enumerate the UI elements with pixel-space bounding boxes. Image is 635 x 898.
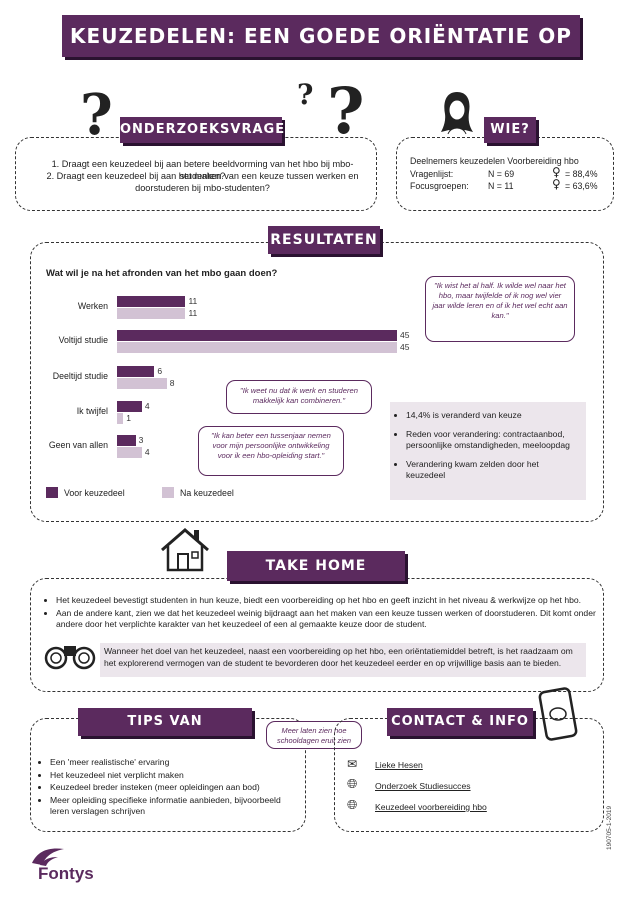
wie-heading: WIE?: [484, 117, 536, 143]
tip-item: Het keuzedeel niet verplicht maken: [50, 770, 300, 782]
contact-link-keuzedeel[interactable]: Keuzedeel voorbereiding hbo: [375, 802, 487, 812]
legend-label-voor: Voor keuzedeel: [64, 488, 125, 498]
tip-item: Meer opleiding specifieke informatie aan…: [50, 795, 300, 818]
globe-icon: 🌐︎: [347, 798, 358, 813]
legend-label-na: Na keuzedeel: [180, 488, 234, 498]
onderzoeksvragen-heading: ONDERZOEKSVRAGEN: [120, 117, 296, 143]
tip-item: Keuzedeel breder insteken (meer opleidin…: [50, 782, 300, 794]
research-question-2b: doorstuderen bij mbo-studenten?: [135, 183, 270, 193]
wie-row2-n: N = 11: [488, 181, 514, 191]
female-icon: ♀: [552, 177, 561, 191]
facts-panel: 14,4% is veranderd van keuze Reden voor …: [390, 402, 586, 500]
resultaten-heading: RESULTATEN: [268, 226, 380, 254]
legend-swatch-na: [162, 487, 174, 498]
fontys-logo-icon: [32, 848, 64, 866]
contact-link-onderzoek[interactable]: Onderzoek Studiesucces: [375, 781, 471, 791]
fact-item: Verandering kwam zelden door het keuzede…: [406, 459, 580, 482]
house-icon: [161, 528, 209, 572]
research-question-2a: 2. Draagt een keuzedeel bij aan het make…: [46, 171, 359, 181]
contact-link-lieke-hesen[interactable]: Lieke Hesen: [375, 760, 423, 770]
quote-bubble: "Ik weet nu dat ik werk en studeren makk…: [226, 380, 372, 414]
person-icon: [441, 92, 473, 135]
legend-swatch-voor: [46, 487, 58, 498]
fontys-logo: Fontys: [38, 864, 94, 883]
wie-row1-n: N = 69: [488, 169, 515, 179]
document-code: 190705-1-2019: [606, 805, 613, 850]
quote-bubble: "Ik wist het al half. Ik wilde wel naar …: [425, 276, 575, 342]
research-question-1: 1. Draagt een keuzedeel bij aan betere b…: [51, 159, 354, 181]
takehome-advice-panel: Wanneer het doel van het keuzedeel, naas…: [100, 643, 586, 677]
wie-row2-pct: = 63,6%: [565, 181, 598, 191]
wie-participants: Deelnemers keuzedelen Voorbereiding hbo: [410, 156, 579, 166]
page-title: KEUZEDELEN: EEN GOEDE ORIËNTATIE OP HET …: [62, 15, 580, 90]
female-icon: ♀: [552, 165, 561, 179]
tips-list: Een 'meer realistische' ervaring Het keu…: [38, 757, 300, 819]
question-mark-icon: ?: [297, 78, 314, 111]
phone-icon: [538, 687, 578, 741]
contact-heading: CONTACT & INFO: [387, 708, 533, 736]
fact-item: 14,4% is veranderd van keuze: [406, 410, 580, 422]
tip-item: Een 'meer realistische' ervaring: [50, 757, 300, 769]
wie-row2-label: Focusgroepen:: [410, 181, 469, 191]
question-mark-icon: ?: [327, 74, 365, 149]
binoculars-icon: [44, 646, 96, 670]
fact-item: Reden voor verandering: contractaanbod, …: [406, 429, 580, 452]
takehome-heading: TAKE HOME MESSAGE: [227, 551, 405, 604]
wie-row1-label: Vragenlijst:: [410, 169, 454, 179]
takehome-item: Het keuzedeel bevestigt studenten in hun…: [56, 595, 604, 607]
wie-row1-pct: = 88,4%: [565, 169, 598, 179]
takehome-item: Aan de andere kant, zien we dat het keuz…: [56, 608, 604, 631]
email-icon: ✉: [347, 757, 358, 771]
tips-heading: TIPS VAN STUDENTEN: [78, 708, 252, 757]
quote-bubble: "Ik kan beter een tussenjaar nemen voor …: [198, 426, 344, 476]
globe-icon: 🌐︎: [347, 777, 358, 792]
chart-question: Wat wil je na het afronden van het mbo g…: [46, 268, 278, 279]
takehome-list: Het keuzedeel bevestigt studenten in hun…: [44, 595, 604, 632]
